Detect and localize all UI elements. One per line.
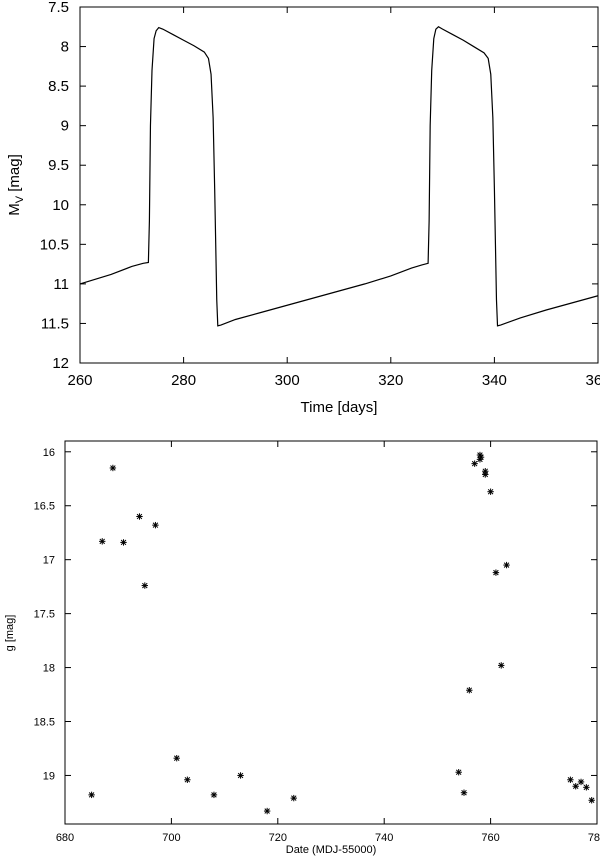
x-axis-label: Time [days] bbox=[301, 399, 378, 416]
x-tick-label: 720 bbox=[269, 832, 287, 844]
data-point-asterisk bbox=[577, 778, 585, 786]
y-tick-label: 8 bbox=[61, 39, 69, 56]
data-point-asterisk bbox=[99, 538, 106, 545]
y-tick-label: 16 bbox=[43, 447, 55, 459]
data-point-asterisk bbox=[237, 772, 244, 779]
plot-frame bbox=[79, 6, 599, 364]
data-point-asterisk bbox=[492, 569, 500, 576]
data-point-asterisk bbox=[263, 807, 271, 815]
y-tick-label: 9 bbox=[61, 118, 69, 135]
x-tick-label: 300 bbox=[275, 372, 300, 389]
x-tick-label: 780 bbox=[588, 832, 600, 844]
data-point-asterisk bbox=[487, 488, 494, 495]
x-axis-label: Date (MDJ-55000) bbox=[286, 844, 376, 856]
magnitude-time-chart: 7.5 8 8.5 9 9.5 10 10.5 11 11.5 12 260 280 300 320 34… bbox=[6, 0, 600, 416]
data-point-asterisk bbox=[141, 582, 148, 589]
data-point-asterisk bbox=[136, 513, 143, 520]
data-point-asterisk bbox=[471, 460, 478, 467]
y-tick-label: 9.5 bbox=[48, 157, 69, 174]
data-point-asterisk bbox=[460, 789, 468, 796]
y-tick-label: 18.5 bbox=[34, 717, 55, 729]
data-point-asterisk bbox=[503, 561, 510, 569]
x-tick-label: 760 bbox=[481, 832, 499, 844]
y-tick-label: 8.5 bbox=[48, 78, 69, 95]
x-tick-label: 740 bbox=[375, 832, 393, 844]
x-tick-label: 260 bbox=[67, 372, 92, 389]
data-point-asterisk bbox=[466, 687, 473, 694]
y-axis-label: MV [mag] bbox=[6, 154, 26, 216]
y-tick-label: 16.5 bbox=[34, 501, 55, 513]
x-tick-label: 680 bbox=[56, 832, 74, 844]
data-point-asterisk bbox=[210, 791, 218, 799]
y-tick-label: 19 bbox=[43, 770, 55, 782]
data-point-asterisk bbox=[455, 769, 462, 776]
y-tick-label: 11.5 bbox=[41, 315, 69, 332]
data-point-asterisk bbox=[588, 797, 595, 804]
data-point-asterisk bbox=[173, 754, 180, 762]
y-tick-label: 11 bbox=[53, 276, 69, 293]
x-tick-label: 360 bbox=[585, 372, 600, 389]
y-tick-label: 18 bbox=[43, 663, 55, 675]
data-point-asterisk bbox=[572, 783, 579, 790]
data-point-asterisk bbox=[482, 471, 489, 478]
y-tick-label: 17.5 bbox=[34, 609, 55, 621]
x-tick-label: 340 bbox=[482, 372, 507, 389]
data-point-asterisk bbox=[583, 784, 590, 791]
plot-frame bbox=[64, 440, 598, 825]
data-point-asterisk bbox=[477, 453, 485, 461]
y-axis-label-subscript: V bbox=[14, 195, 26, 203]
data-point-asterisk bbox=[109, 464, 117, 472]
data-point-asterisk bbox=[88, 791, 95, 799]
data-point-asterisk bbox=[184, 776, 191, 783]
x-tick-label: 320 bbox=[378, 372, 403, 389]
x-tick-label: 700 bbox=[162, 832, 180, 844]
data-point-asterisk bbox=[498, 662, 505, 669]
y-axis-label-unit: [mag] bbox=[6, 154, 23, 196]
series-line bbox=[79, 26, 599, 327]
x-tick-label: 280 bbox=[171, 372, 196, 389]
data-point-asterisk bbox=[152, 521, 159, 529]
y-tick-label: 12 bbox=[52, 355, 69, 372]
y-tick-label: 10.5 bbox=[40, 236, 69, 253]
data-point-asterisk bbox=[567, 776, 574, 783]
y-tick-label: 17 bbox=[43, 555, 55, 567]
y-tick-label: 10 bbox=[52, 197, 69, 214]
data-point-asterisk bbox=[290, 794, 297, 802]
y-axis-label: g [mag] bbox=[4, 615, 16, 652]
data-point-asterisk bbox=[120, 539, 127, 546]
y-tick-label: 7.5 bbox=[48, 0, 69, 16]
